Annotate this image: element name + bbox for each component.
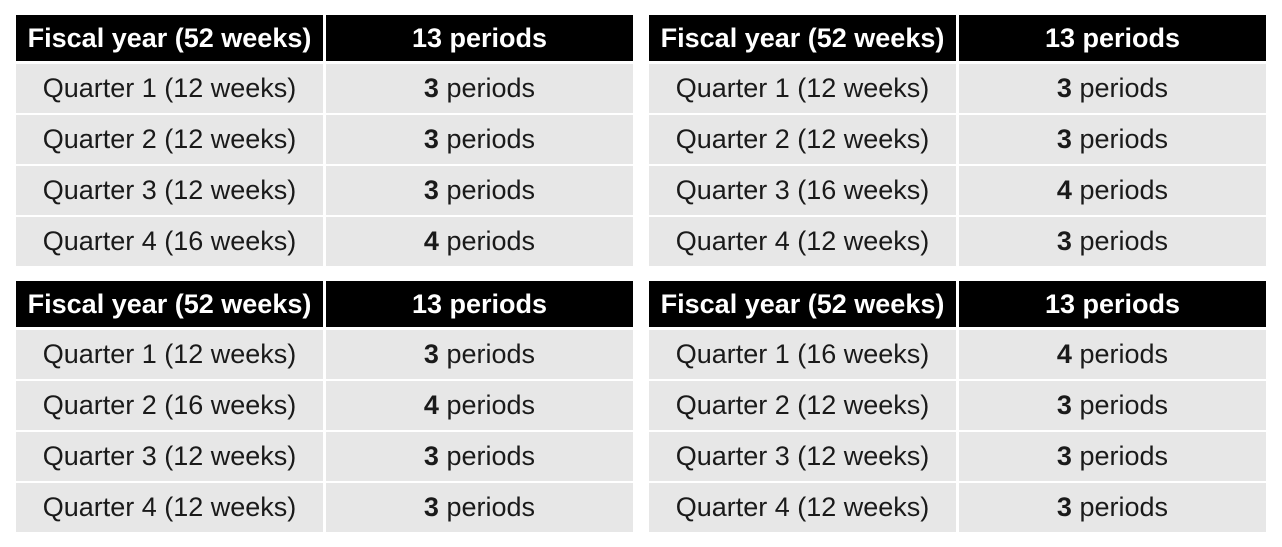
fiscal-year-table-bottom-left: Fiscal year (52 weeks) 13 periods Quarte… <box>16 281 633 532</box>
table-header-row: Fiscal year (52 weeks) 13 periods <box>16 281 633 327</box>
period-count: 4 <box>1056 339 1072 369</box>
period-unit: periods <box>446 339 536 369</box>
period-unit: periods <box>446 226 536 256</box>
period-count: 3 <box>423 73 439 103</box>
period-count: 3 <box>423 492 439 522</box>
periods-cell: 4 periods <box>326 381 633 430</box>
period-count: 3 <box>423 441 439 471</box>
table-header-row: Fiscal year (52 weeks) 13 periods <box>649 281 1266 327</box>
table-row: Quarter 1 (16 weeks) 4 periods <box>649 330 1266 379</box>
period-unit: periods <box>1079 73 1169 103</box>
period-unit: periods <box>1079 226 1169 256</box>
table-row: Quarter 3 (12 weeks) 3 periods <box>649 432 1266 481</box>
header-cell-fiscal-year: Fiscal year (52 weeks) <box>16 281 323 327</box>
period-count: 3 <box>1056 441 1072 471</box>
header-cell-fiscal-year: Fiscal year (52 weeks) <box>16 15 323 61</box>
period-count: 3 <box>1056 226 1072 256</box>
quarter-label-cell: Quarter 4 (12 weeks) <box>649 483 956 532</box>
quarter-label-cell: Quarter 4 (12 weeks) <box>649 217 956 266</box>
period-unit: periods <box>446 124 536 154</box>
header-cell-periods: 13 periods <box>326 15 633 61</box>
table-row: Quarter 1 (12 weeks) 3 periods <box>16 330 633 379</box>
table-row: Quarter 3 (12 weeks) 3 periods <box>16 432 633 481</box>
fiscal-year-table-bottom-right: Fiscal year (52 weeks) 13 periods Quarte… <box>649 281 1266 532</box>
period-unit: periods <box>1079 390 1169 420</box>
quarter-label-cell: Quarter 2 (16 weeks) <box>16 381 323 430</box>
periods-cell: 4 periods <box>959 330 1266 379</box>
quarter-label-cell: Quarter 1 (12 weeks) <box>16 64 323 113</box>
table-row: Quarter 3 (12 weeks) 3 periods <box>16 166 633 215</box>
table-row: Quarter 4 (12 weeks) 3 periods <box>649 483 1266 532</box>
period-unit: periods <box>446 73 536 103</box>
periods-cell: 3 periods <box>959 483 1266 532</box>
periods-cell: 3 periods <box>326 483 633 532</box>
quarter-label-cell: Quarter 1 (12 weeks) <box>16 330 323 379</box>
period-count: 3 <box>423 175 439 205</box>
period-unit: periods <box>1079 124 1169 154</box>
periods-cell: 3 periods <box>959 64 1266 113</box>
table-row: Quarter 4 (12 weeks) 3 periods <box>16 483 633 532</box>
periods-cell: 3 periods <box>326 166 633 215</box>
periods-cell: 3 periods <box>959 432 1266 481</box>
quarter-label-cell: Quarter 3 (12 weeks) <box>16 166 323 215</box>
period-count: 3 <box>423 339 439 369</box>
periods-cell: 3 periods <box>959 217 1266 266</box>
quarter-label-cell: Quarter 4 (12 weeks) <box>16 483 323 532</box>
table-row: Quarter 3 (16 weeks) 4 periods <box>649 166 1266 215</box>
quarter-label-cell: Quarter 3 (12 weeks) <box>16 432 323 481</box>
header-cell-periods: 13 periods <box>959 15 1266 61</box>
header-cell-fiscal-year: Fiscal year (52 weeks) <box>649 281 956 327</box>
quarter-label-cell: Quarter 3 (16 weeks) <box>649 166 956 215</box>
header-cell-fiscal-year: Fiscal year (52 weeks) <box>649 15 956 61</box>
periods-cell: 3 periods <box>959 381 1266 430</box>
table-row: Quarter 1 (12 weeks) 3 periods <box>16 64 633 113</box>
fiscal-year-table-top-left: Fiscal year (52 weeks) 13 periods Quarte… <box>16 15 633 266</box>
period-unit: periods <box>446 390 536 420</box>
quarter-label-cell: Quarter 2 (12 weeks) <box>649 381 956 430</box>
period-count: 3 <box>1056 124 1072 154</box>
header-cell-periods: 13 periods <box>959 281 1266 327</box>
periods-cell: 3 periods <box>326 115 633 164</box>
table-header-row: Fiscal year (52 weeks) 13 periods <box>649 15 1266 61</box>
periods-cell: 3 periods <box>326 432 633 481</box>
period-count: 4 <box>1056 175 1072 205</box>
period-count: 3 <box>1056 390 1072 420</box>
quarter-label-cell: Quarter 1 (16 weeks) <box>649 330 956 379</box>
period-unit: periods <box>1079 492 1169 522</box>
period-unit: periods <box>446 175 536 205</box>
table-row: Quarter 4 (16 weeks) 4 periods <box>16 217 633 266</box>
periods-cell: 3 periods <box>959 115 1266 164</box>
period-count: 3 <box>423 124 439 154</box>
table-row: Quarter 2 (12 weeks) 3 periods <box>16 115 633 164</box>
quarter-label-cell: Quarter 2 (12 weeks) <box>649 115 956 164</box>
table-row: Quarter 4 (12 weeks) 3 periods <box>649 217 1266 266</box>
table-row: Quarter 2 (12 weeks) 3 periods <box>649 115 1266 164</box>
period-unit: periods <box>446 492 536 522</box>
period-count: 3 <box>1056 73 1072 103</box>
table-row: Quarter 2 (12 weeks) 3 periods <box>649 381 1266 430</box>
period-unit: periods <box>446 441 536 471</box>
period-count: 3 <box>1056 492 1072 522</box>
period-count: 4 <box>423 390 439 420</box>
period-count: 4 <box>423 226 439 256</box>
quarter-label-cell: Quarter 2 (12 weeks) <box>16 115 323 164</box>
quarter-label-cell: Quarter 3 (12 weeks) <box>649 432 956 481</box>
periods-cell: 4 periods <box>959 166 1266 215</box>
period-unit: periods <box>1079 339 1169 369</box>
quarter-label-cell: Quarter 4 (16 weeks) <box>16 217 323 266</box>
period-unit: periods <box>1079 441 1169 471</box>
fiscal-year-table-top-right: Fiscal year (52 weeks) 13 periods Quarte… <box>649 15 1266 266</box>
table-row: Quarter 1 (12 weeks) 3 periods <box>649 64 1266 113</box>
table-row: Quarter 2 (16 weeks) 4 periods <box>16 381 633 430</box>
periods-cell: 4 periods <box>326 217 633 266</box>
header-cell-periods: 13 periods <box>326 281 633 327</box>
periods-cell: 3 periods <box>326 330 633 379</box>
table-header-row: Fiscal year (52 weeks) 13 periods <box>16 15 633 61</box>
periods-cell: 3 periods <box>326 64 633 113</box>
quarter-label-cell: Quarter 1 (12 weeks) <box>649 64 956 113</box>
period-unit: periods <box>1079 175 1169 205</box>
